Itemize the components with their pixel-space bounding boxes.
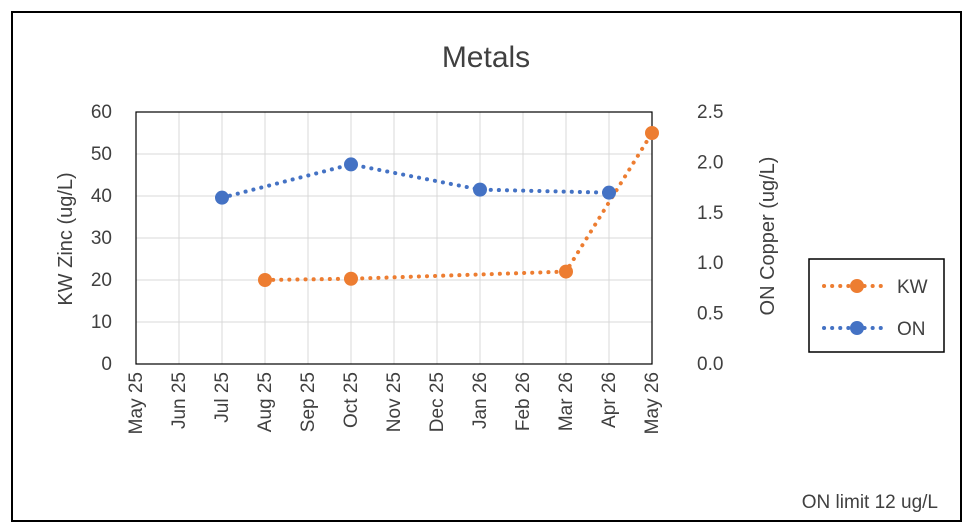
- y-right-tick-label: 1.5: [697, 203, 723, 224]
- series-lines: [220, 131, 654, 282]
- y-axis-left-label: KW Zinc (ug/L): [55, 172, 77, 305]
- legend: KW ON: [808, 258, 945, 353]
- x-tick-label: Jun 25: [169, 372, 190, 429]
- y-right-tick-label: 0.0: [697, 354, 723, 375]
- data-point-on: [344, 157, 358, 172]
- plot-grid: [135, 111, 653, 365]
- legend-marker-kw: [850, 279, 864, 293]
- data-point-kw: [645, 126, 659, 140]
- y-right-tick-label: 2.0: [697, 152, 723, 173]
- y-right-tick-label: 1.0: [697, 253, 723, 274]
- x-tick-label: May 26: [642, 372, 663, 434]
- y-left-tick-label: 0: [101, 354, 112, 375]
- chart-title: Metals: [442, 41, 530, 74]
- x-tick-label: Mar 26: [556, 372, 577, 431]
- y-right-tick-label: 2.5: [697, 102, 723, 123]
- legend-marker-on: [850, 321, 864, 335]
- data-point-on: [602, 185, 616, 200]
- data-point-on: [215, 190, 229, 205]
- y-left-tick-label: 30: [91, 228, 112, 249]
- x-tick-label: Apr 26: [599, 372, 620, 428]
- y-left-tick-label: 10: [91, 312, 112, 333]
- plot-area-border: [135, 111, 653, 365]
- legend-label-on: ON: [897, 319, 926, 340]
- data-point-on: [473, 182, 487, 197]
- data-point-kw: [258, 273, 272, 287]
- annotation-text: ON limit 12 ug/L: [802, 492, 938, 513]
- x-tick-label: Nov 25: [384, 372, 405, 432]
- x-tick-label: Jan 26: [470, 372, 491, 429]
- y-left-tick-label: 50: [91, 144, 112, 165]
- x-tick-label: Aug 25: [255, 372, 276, 432]
- x-tick-label: Sep 25: [298, 372, 319, 432]
- y-axis-right-label: ON Copper (ug/L): [757, 157, 779, 316]
- x-tick-label: Oct 25: [341, 372, 362, 428]
- series-markers: [215, 126, 659, 287]
- chart-frame: [11, 11, 962, 522]
- legend-box: [808, 258, 945, 353]
- x-tick-label: May 25: [126, 372, 147, 434]
- y-left-tick-label: 60: [91, 102, 112, 123]
- legend-items: KW ON: [822, 277, 928, 340]
- y-right-tick-label: 0.5: [697, 304, 723, 325]
- axis-ticks: 0 10 20 30 40 50 60 0.0 0.5 1.0 1.5 2.0 2.5 May 25 Jun…: [91, 102, 724, 434]
- x-tick-label: Dec 25: [427, 372, 448, 432]
- y-left-tick-label: 20: [91, 270, 112, 291]
- series-line-kw: [263, 131, 654, 282]
- legend-label-kw: KW: [897, 277, 928, 298]
- series-line-on: [220, 162, 611, 200]
- data-point-kw: [559, 264, 573, 279]
- x-tick-label: Jul 25: [212, 372, 233, 423]
- data-point-kw: [344, 271, 358, 286]
- x-tick-label: Feb 26: [513, 372, 534, 431]
- y-left-tick-label: 40: [91, 186, 112, 207]
